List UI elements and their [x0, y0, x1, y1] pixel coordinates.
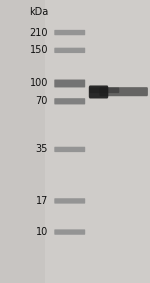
Text: 70: 70: [36, 96, 48, 106]
FancyBboxPatch shape: [89, 87, 119, 93]
FancyBboxPatch shape: [54, 48, 85, 53]
Text: 10: 10: [36, 227, 48, 237]
FancyBboxPatch shape: [99, 87, 148, 96]
Text: 210: 210: [30, 27, 48, 38]
FancyBboxPatch shape: [89, 85, 108, 98]
FancyBboxPatch shape: [54, 30, 85, 35]
FancyBboxPatch shape: [54, 198, 85, 204]
FancyBboxPatch shape: [54, 98, 85, 104]
Text: 35: 35: [36, 144, 48, 155]
Bar: [45, 0, 150, 283]
FancyBboxPatch shape: [54, 229, 85, 235]
Bar: [45, 0, 150, 283]
Text: kDa: kDa: [29, 7, 48, 17]
Text: 100: 100: [30, 78, 48, 89]
Text: 150: 150: [30, 45, 48, 55]
FancyBboxPatch shape: [54, 147, 85, 152]
FancyBboxPatch shape: [54, 80, 85, 87]
Text: 17: 17: [36, 196, 48, 206]
